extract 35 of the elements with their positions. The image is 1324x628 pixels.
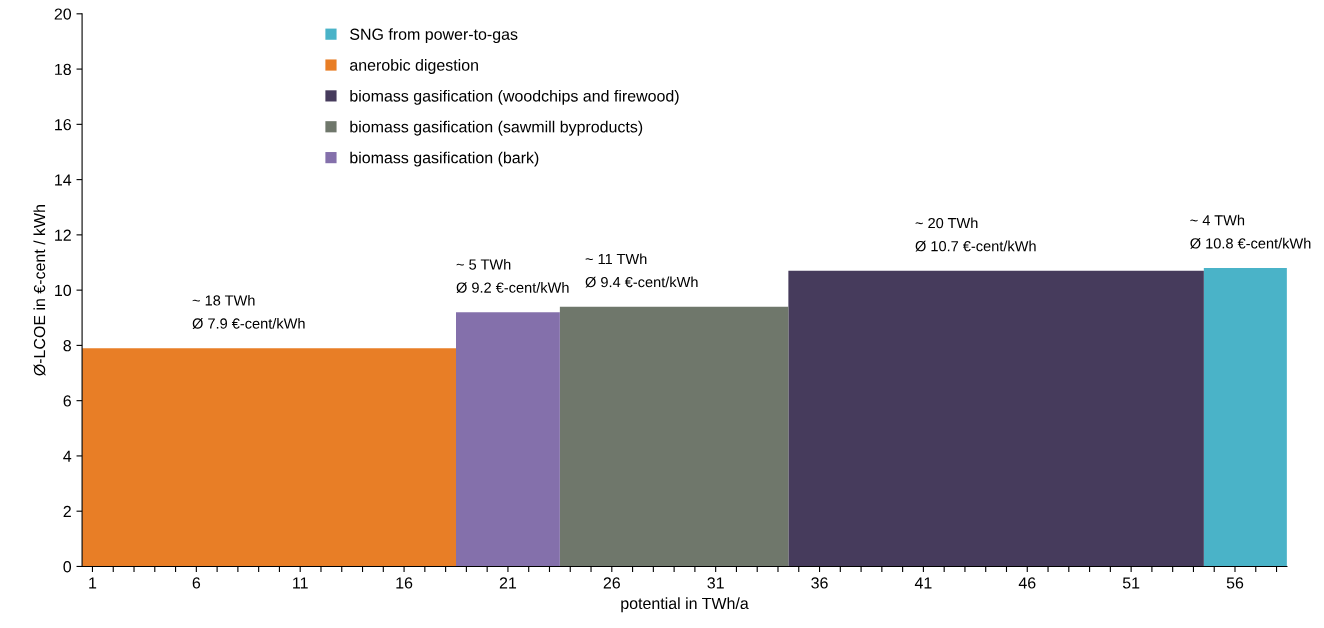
annotation: ~ 18 TWh Ø 7.9 €-cent/kWh bbox=[192, 294, 305, 329]
y-axis-title: Ø-LCOE in €-cent / kWh bbox=[33, 205, 46, 376]
y-tick-label: 14 bbox=[55, 174, 72, 186]
x-tick-label: 11 bbox=[293, 577, 308, 589]
y-tick-label: 2 bbox=[63, 505, 71, 517]
annotation: ~ 20 TWh Ø 10.7 €-cent/kWh bbox=[915, 217, 1036, 252]
y-tick-label: 16 bbox=[55, 118, 71, 131]
x-tick-label: 6 bbox=[192, 577, 201, 589]
legend-label: biomass gasification (sawmill byproducts) bbox=[350, 120, 643, 136]
y-tick-label: 20 bbox=[54, 8, 72, 20]
y-tick-label: 4 bbox=[63, 450, 72, 462]
legend-label: SNG from power-to-gas bbox=[350, 28, 518, 44]
y-tick-label: 6 bbox=[63, 395, 71, 407]
x-tick-label: 46 bbox=[1018, 577, 1036, 589]
x-tick-label: 51 bbox=[1122, 577, 1140, 589]
annotation: ~ 11 TWh Ø 9.4 €-cent/kWh bbox=[585, 253, 698, 288]
annotation: ~ 5 TWh Ø 9.2 €-cent/kWh bbox=[456, 258, 569, 294]
y-tick-label: 10 bbox=[55, 284, 72, 297]
x-tick-label: 26 bbox=[603, 577, 620, 589]
x-axis-title: potential in TWh/a bbox=[621, 597, 749, 613]
y-tick-label: 0 bbox=[63, 561, 72, 573]
legend-label: anerobic digestion bbox=[350, 59, 478, 74]
legend-label: biomass gasification (woodchips and firewood) bbox=[350, 89, 679, 105]
y-tick-label: 18 bbox=[55, 63, 71, 76]
x-tick-label: 21 bbox=[499, 577, 517, 589]
x-tick-label: 31 bbox=[707, 577, 724, 589]
x-tick-label: 16 bbox=[396, 577, 413, 589]
x-tick-label: 1 bbox=[89, 577, 97, 589]
y-tick-label: 12 bbox=[55, 229, 71, 241]
x-tick-label: 56 bbox=[1226, 577, 1244, 589]
legend-label: biomass gasification (bark) bbox=[350, 151, 539, 167]
annotation: ~ 4 TWh Ø 10.8 €-cent/kWh bbox=[1190, 214, 1311, 249]
y-tick-label: 8 bbox=[63, 340, 71, 352]
x-tick-label: 41 bbox=[914, 577, 932, 589]
x-tick-label: 36 bbox=[811, 577, 828, 589]
